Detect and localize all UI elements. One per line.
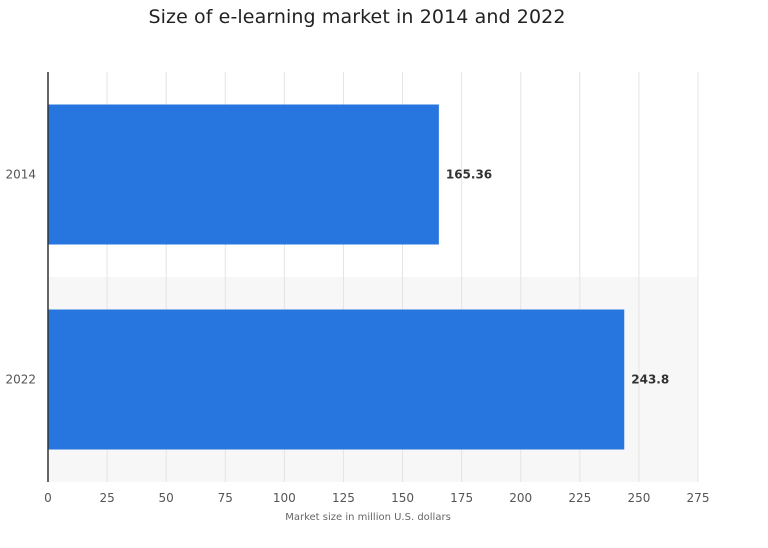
bars	[48, 104, 625, 450]
x-tick-label: 200	[509, 491, 532, 505]
value-label-2022: 243.8	[631, 373, 669, 387]
x-tick-label: 125	[332, 491, 355, 505]
x-tick-label: 75	[218, 491, 233, 505]
x-axis-ticks: 0 25 50 75 100 125 150 175 200 225 250 275	[44, 491, 709, 505]
x-tick-label: 175	[450, 491, 473, 505]
x-tick-label: 100	[273, 491, 296, 505]
value-labels: 165.36 243.8	[446, 168, 669, 387]
category-labels: 2014 2022	[5, 168, 36, 387]
x-tick-label: 225	[568, 491, 591, 505]
x-tick-label: 50	[159, 491, 174, 505]
x-tick-label: 275	[687, 491, 710, 505]
value-label-2014: 165.36	[446, 168, 492, 182]
x-tick-label: 25	[99, 491, 114, 505]
x-tick-label: 150	[391, 491, 414, 505]
bar-2014[interactable]	[48, 104, 439, 245]
x-tick-label: 0	[44, 491, 52, 505]
category-label-2022: 2022	[5, 373, 36, 387]
bar-2022[interactable]	[48, 309, 625, 450]
x-axis-title: Market size in million U.S. dollars	[285, 512, 451, 523]
category-label-2014: 2014	[5, 168, 36, 182]
chart-title: Size of e-learning market in 2014 and 20…	[148, 6, 566, 28]
x-tick-label: 250	[627, 491, 650, 505]
